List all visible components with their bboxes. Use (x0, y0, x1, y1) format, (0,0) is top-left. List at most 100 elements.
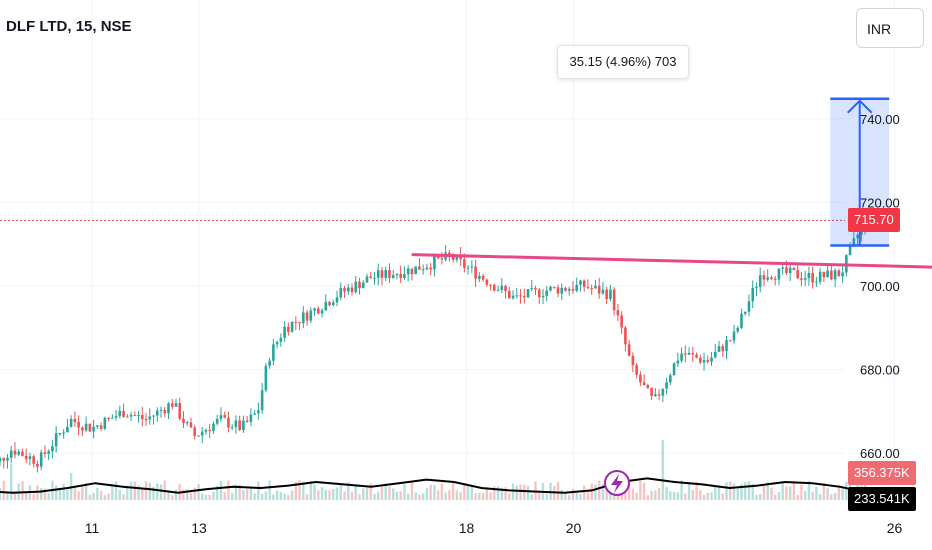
volume-bar (283, 493, 286, 500)
volume-bar (463, 482, 466, 500)
volume-bar (332, 489, 335, 500)
candle-body (429, 267, 432, 270)
candle-body (24, 455, 28, 460)
candle-body (118, 410, 122, 417)
volume-bar (249, 487, 253, 500)
candle-body (133, 414, 137, 416)
candle-body (713, 351, 717, 358)
volume-bar (433, 485, 436, 500)
volume-bar (777, 492, 781, 500)
candle-body (777, 268, 781, 280)
candle-body (657, 394, 661, 396)
candle-body (66, 426, 69, 433)
candle-body (732, 331, 736, 341)
candle-body (81, 427, 84, 431)
volume-bar (680, 480, 683, 500)
candle-body (650, 387, 653, 397)
volume-bar (665, 487, 668, 500)
candle-body (736, 327, 740, 332)
volume-bar (627, 483, 631, 500)
volume-bar (418, 494, 421, 500)
volume-bar (156, 483, 159, 500)
alert-lightning-bolt-icon[interactable] (604, 470, 630, 496)
candle-body (331, 302, 335, 306)
volume-bar (785, 486, 788, 500)
volume-bar (39, 487, 43, 500)
x-tick-label: 20 (566, 520, 582, 536)
volume-bar (766, 481, 769, 500)
candle-body (687, 352, 691, 355)
candle-body (695, 354, 698, 358)
candle-body (470, 266, 474, 268)
volume-bar (380, 484, 384, 500)
candle-body (500, 285, 504, 290)
candle-body (586, 287, 590, 289)
volume-bar (403, 484, 406, 500)
volume-bar (642, 482, 646, 500)
volume-bar (511, 483, 515, 500)
candle-body (601, 289, 605, 294)
candle-body (99, 425, 103, 429)
candle-body (642, 382, 646, 386)
volume-bar (103, 495, 107, 500)
volume-bar (459, 492, 462, 500)
volume-bar (833, 492, 837, 500)
candle-body (17, 451, 21, 455)
volume-bar (770, 487, 773, 500)
candle-body (571, 288, 575, 291)
candle-body (807, 272, 811, 279)
chart-title: DLF LTD, 15, NSE (6, 18, 132, 35)
candle-body (474, 266, 477, 279)
candle-body (0, 457, 2, 462)
candle-body (481, 275, 485, 280)
candle-body (455, 255, 459, 260)
candle-body (163, 410, 167, 414)
candle-body (309, 310, 313, 321)
volume-bar (822, 482, 826, 500)
volume-bar (272, 494, 275, 500)
trendline[interactable] (411, 253, 932, 269)
candle-body (294, 321, 298, 323)
candle-body (728, 340, 732, 342)
candle-body (313, 308, 316, 311)
candle-body (639, 374, 642, 383)
volume-bar (305, 494, 309, 500)
candle-body (661, 388, 665, 396)
candle-body (612, 289, 616, 311)
volume-bar (729, 481, 732, 500)
candle-body (32, 456, 35, 464)
volume-bar (605, 490, 608, 500)
volume-bar (230, 492, 234, 500)
volume-bar (594, 484, 597, 500)
volume-bar (275, 490, 279, 500)
candle-body (320, 310, 324, 314)
candle-body (721, 346, 725, 352)
volume-bar (792, 481, 796, 500)
volume-bar (717, 486, 721, 500)
candle-body (770, 277, 773, 279)
candle-body (594, 285, 597, 289)
volume-bar (436, 490, 440, 500)
volume-bar (684, 493, 687, 500)
volume-bar (257, 481, 260, 500)
candles (0, 220, 867, 473)
candle-body (785, 267, 788, 274)
volume-bar (687, 481, 691, 500)
volume-bar (204, 494, 208, 500)
candle-body (788, 267, 792, 274)
volume-bar (350, 491, 354, 500)
candle-body (185, 422, 189, 424)
candle-body (13, 450, 17, 455)
candle-body (88, 423, 92, 432)
candle-body (170, 403, 174, 407)
currency-button[interactable]: INR (856, 8, 924, 48)
volume-bar (62, 484, 65, 500)
volume-bar (107, 493, 110, 500)
volume-bar (148, 482, 151, 500)
volume-bar (133, 481, 136, 500)
candle-body (358, 281, 361, 289)
y-tick-label: 720.00 (860, 195, 900, 210)
volume-bar (186, 488, 189, 500)
volume-bar (99, 490, 103, 500)
